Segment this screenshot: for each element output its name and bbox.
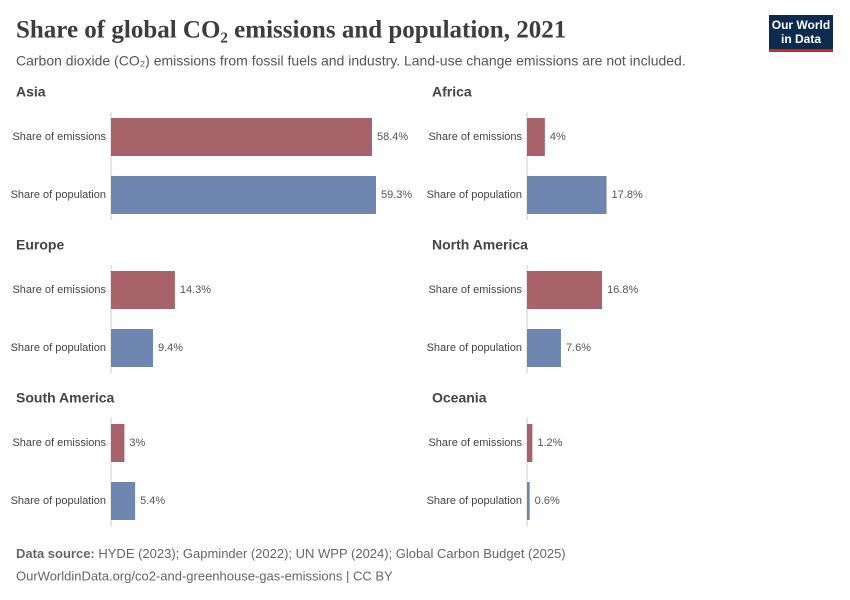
category-label: Share of population <box>11 495 106 507</box>
category-label: Share of emissions <box>12 131 106 143</box>
chart-subtitle: Carbon dioxide (CO₂) emissions from foss… <box>16 53 686 69</box>
panel-title: Europe <box>16 237 64 253</box>
chart-title: Share of global CO₂ emissions and popula… <box>16 17 566 44</box>
category-label: Share of population <box>427 189 522 201</box>
category-label: Share of emissions <box>428 284 522 296</box>
panel-title: South America <box>16 390 114 406</box>
panel-title: Oceania <box>432 390 487 406</box>
bar <box>111 329 154 367</box>
value-label: 5.4% <box>140 495 165 507</box>
category-label: Share of emissions <box>428 437 522 449</box>
bar <box>111 424 125 462</box>
logo-text: Our World <box>772 18 830 32</box>
value-label: 0.6% <box>535 495 560 507</box>
logo[interactable]: Our World in Data <box>769 15 833 52</box>
category-label: Share of population <box>11 189 106 201</box>
category-label: Share of population <box>11 342 106 354</box>
bar <box>527 176 607 214</box>
source-label: Data source: <box>16 546 95 561</box>
bar <box>527 482 530 520</box>
bar <box>527 118 545 156</box>
category-label: Share of population <box>427 495 522 507</box>
bar <box>111 176 376 214</box>
panel-title: Africa <box>432 84 472 100</box>
category-label: Share of emissions <box>12 437 106 449</box>
logo-bar <box>769 49 833 52</box>
panel-title: North America <box>432 237 528 253</box>
value-label: 7.6% <box>566 342 591 354</box>
value-label: 9.4% <box>158 342 183 354</box>
category-label: Share of emissions <box>12 284 106 296</box>
value-label: 3% <box>129 437 145 449</box>
category-label: Share of population <box>427 342 522 354</box>
bar <box>527 424 533 462</box>
bar <box>527 329 561 367</box>
source-text: HYDE (2023); Gapminder (2022); UN WPP (2… <box>98 546 565 561</box>
value-label: 17.8% <box>612 189 643 201</box>
bar <box>527 271 603 309</box>
logo-box <box>769 15 833 50</box>
value-label: 4% <box>550 131 566 143</box>
value-label: 16.8% <box>607 284 638 296</box>
bar <box>111 482 136 520</box>
value-label: 14.3% <box>180 284 211 296</box>
bar <box>111 118 372 156</box>
source-url[interactable]: OurWorldinData.org/co2-and-greenhouse-ga… <box>16 568 393 583</box>
category-label: Share of emissions <box>428 131 522 143</box>
bar <box>111 271 175 309</box>
logo-text: in Data <box>781 32 821 46</box>
value-label: 59.3% <box>381 189 412 201</box>
source: Data source: HYDE (2023); Gapminder (202… <box>16 546 566 561</box>
value-label: 58.4% <box>377 131 408 143</box>
panel-title: Asia <box>16 84 46 100</box>
value-label: 1.2% <box>537 437 562 449</box>
